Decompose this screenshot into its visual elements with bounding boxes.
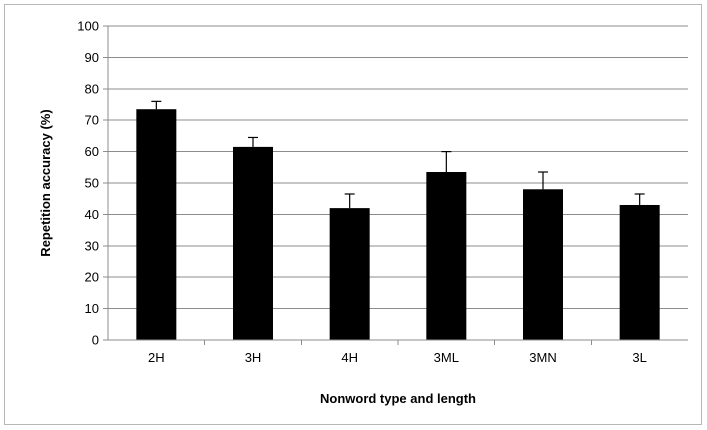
y-tick-label: 90 [85,50,99,65]
x-tick-label: 4H [341,350,358,365]
y-tick-label: 50 [85,176,99,191]
x-tick-label: 3L [632,350,646,365]
gridlines [108,25,688,310]
x-tick-label: 2H [148,350,165,365]
x-axis-title: Nonword type and length [320,391,476,406]
y-tick-label: 100 [77,19,99,34]
y-tick-label: 20 [85,270,99,285]
bar-4h [329,208,370,340]
bar-2h [136,109,177,341]
y-tick-label: 40 [85,207,99,222]
bar-3ml [426,172,467,340]
y-tick-labels: 0 10 20 30 40 50 60 70 80 90 100 [77,19,108,348]
x-tick-labels: 2H 3H 4H 3ML 3MN 3L [148,340,647,365]
x-tick-label: 3H [245,350,262,365]
x-tick-label: 3ML [434,350,459,365]
bars [136,109,660,341]
y-tick-label: 60 [85,144,99,159]
error-bars [151,100,645,209]
y-axis-title: Repetition accuracy (%) [38,109,53,256]
y-tick-label: 10 [85,301,99,316]
y-tick-label: 70 [85,113,99,128]
bar-3h [233,146,273,340]
x-tick-label: 3MN [529,350,556,365]
y-tick-label: 30 [85,238,99,253]
bar-3l [619,204,660,340]
y-tick-label: 0 [92,333,99,348]
bar-3mn [523,189,563,340]
y-tick-label: 80 [85,81,99,96]
